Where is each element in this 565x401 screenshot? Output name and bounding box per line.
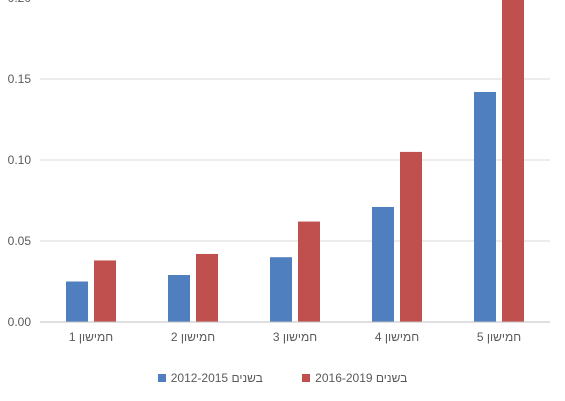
- bar-series-1-4: [372, 206, 394, 322]
- bars: [66, 0, 524, 323]
- bar-series-1-5: [474, 91, 496, 323]
- x-category-label: חמישון 3: [273, 330, 317, 344]
- legend-swatch-series-2: [302, 373, 311, 382]
- y-tick-label: 0.00: [8, 315, 32, 329]
- bar-series-1-1: [66, 281, 88, 322]
- y-tick-label: 0.20: [8, 0, 32, 5]
- legend-item-series-1: בשנים 2012-2015: [157, 370, 263, 385]
- bar-series-2-2: [196, 253, 218, 322]
- x-category-label: חמישון 5: [477, 330, 521, 344]
- legend-label-series-2: בשנים 2016-2019: [315, 370, 408, 385]
- bar-series-2-4: [400, 151, 422, 322]
- bar-series-2-3: [298, 221, 320, 322]
- y-tick-label: 0.10: [8, 153, 32, 167]
- gridlines: [40, 78, 550, 242]
- y-axis-ticks: 0.00 0.05 0.10 0.15 0.20: [8, 0, 32, 329]
- legend-item-series-2: בשנים 2016-2019: [302, 370, 407, 385]
- bar-series-2-1: [94, 260, 116, 322]
- bar-series-2-5: [502, 0, 524, 322]
- x-axis-labels: חמישון 1 חמישון 2 חמישון 3 חמישון 4 חמישון 5: [69, 330, 521, 344]
- x-category-label: חמישון 4: [375, 330, 419, 344]
- legend-label-series-1: בשנים 2012-2015: [170, 370, 263, 385]
- legend-swatch-series-1: [157, 373, 166, 382]
- legend: בשנים 2012-2015 בשנים 2016-2019: [0, 370, 565, 385]
- x-category-label: חמישון 2: [171, 330, 215, 344]
- x-category-label: חמישון 1: [69, 330, 113, 344]
- bar-series-1-3: [270, 257, 292, 322]
- y-tick-label: 0.15: [8, 72, 32, 86]
- bar-series-1-2: [168, 275, 190, 322]
- y-tick-label: 0.05: [8, 234, 32, 248]
